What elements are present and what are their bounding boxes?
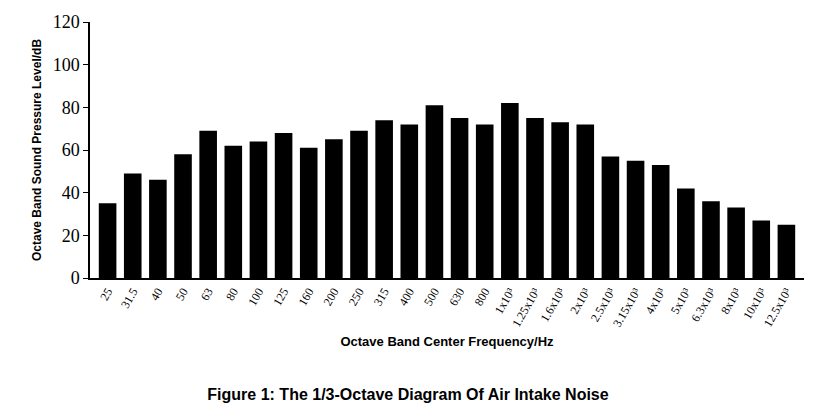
svg-text:4x10³: 4x10³ bbox=[643, 285, 669, 316]
svg-text:12.5x10³: 12.5x10³ bbox=[761, 285, 795, 329]
svg-text:3.15x10³: 3.15x10³ bbox=[610, 285, 644, 329]
svg-text:20: 20 bbox=[62, 226, 80, 246]
svg-text:1x10³: 1x10³ bbox=[492, 285, 518, 316]
svg-text:800: 800 bbox=[471, 286, 492, 309]
svg-text:2x10³: 2x10³ bbox=[567, 285, 593, 316]
svg-text:80: 80 bbox=[223, 286, 241, 303]
svg-text:400: 400 bbox=[396, 286, 417, 309]
svg-text:60: 60 bbox=[62, 140, 80, 160]
svg-text:120: 120 bbox=[53, 12, 80, 32]
svg-text:2.5x10³: 2.5x10³ bbox=[588, 285, 619, 324]
svg-text:5x10³: 5x10³ bbox=[668, 285, 694, 316]
svg-text:0: 0 bbox=[71, 268, 80, 288]
svg-text:80: 80 bbox=[62, 98, 80, 118]
svg-text:63: 63 bbox=[198, 286, 216, 303]
svg-text:125: 125 bbox=[270, 286, 291, 309]
svg-text:6.3x10³: 6.3x10³ bbox=[688, 285, 719, 324]
svg-text:200: 200 bbox=[321, 286, 342, 309]
svg-text:630: 630 bbox=[446, 286, 467, 309]
svg-text:40: 40 bbox=[148, 286, 166, 303]
svg-text:Figure 1: The 1/3-Octave Diagr: Figure 1: The 1/3-Octave Diagram Of Air … bbox=[207, 386, 608, 403]
svg-text:500: 500 bbox=[421, 286, 442, 309]
svg-text:100: 100 bbox=[53, 55, 80, 75]
svg-text:Octave Band Sound Pressure Lev: Octave Band Sound Pressure Level/dB bbox=[30, 39, 44, 261]
svg-text:40: 40 bbox=[62, 183, 80, 203]
svg-text:1.6x10³: 1.6x10³ bbox=[537, 285, 568, 324]
svg-text:8x10³: 8x10³ bbox=[718, 285, 744, 316]
svg-text:250: 250 bbox=[346, 286, 367, 309]
svg-text:Octave Band Center Frequency/H: Octave Band Center Frequency/Hz bbox=[340, 334, 554, 349]
svg-text:10x10³: 10x10³ bbox=[740, 285, 769, 321]
svg-text:25: 25 bbox=[97, 286, 115, 303]
svg-text:100: 100 bbox=[245, 286, 266, 309]
svg-text:50: 50 bbox=[173, 286, 191, 303]
svg-text:315: 315 bbox=[371, 286, 392, 309]
svg-text:31.5: 31.5 bbox=[118, 286, 141, 311]
svg-text:160: 160 bbox=[295, 286, 316, 309]
svg-text:1.25x10³: 1.25x10³ bbox=[509, 285, 543, 329]
